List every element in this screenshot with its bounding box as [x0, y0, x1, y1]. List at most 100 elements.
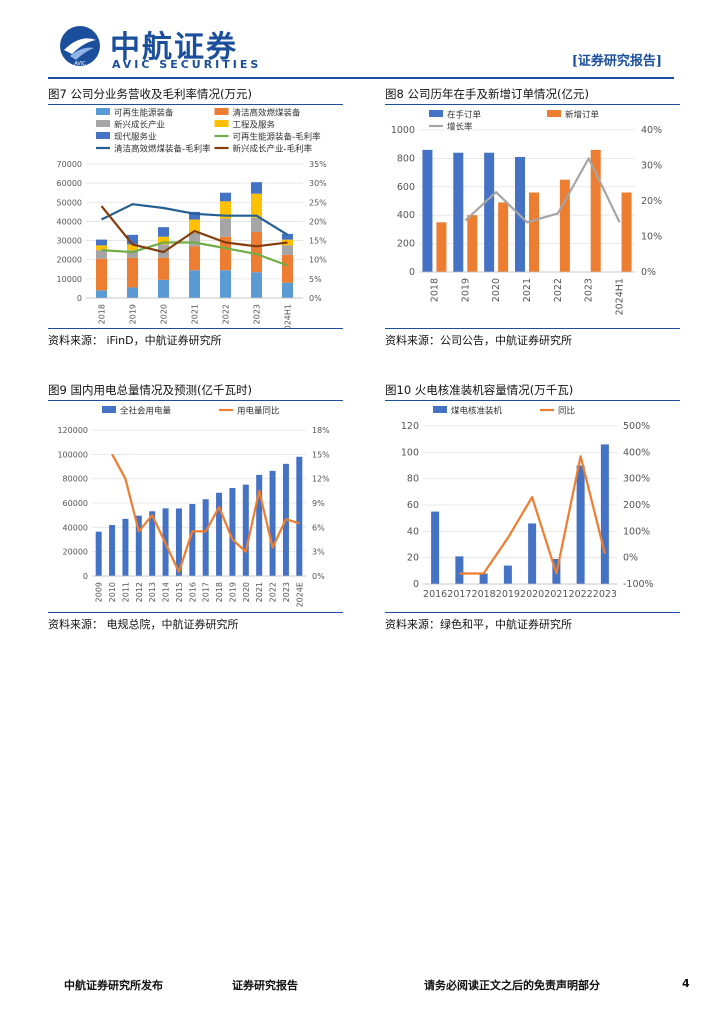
- figure-8-title: 图8 公司历年在手及新增订单情况(亿元): [385, 87, 589, 101]
- legend-label: 全社会用电量: [120, 406, 172, 417]
- y-right-tick-label: 20%: [641, 196, 662, 207]
- y-right-tick-label: 3%: [312, 548, 325, 557]
- x-tick-label: 2023: [593, 589, 617, 600]
- bar-segment: [189, 246, 200, 271]
- x-tick-label: 2021: [255, 582, 264, 602]
- x-tick-label: 2024H1: [284, 304, 293, 328]
- legend-swatch: [96, 120, 110, 127]
- bar-segment: [127, 257, 138, 288]
- figure-10-top-rule: [385, 400, 680, 401]
- footer-disclaimer: 请务必阅读正文之后的免责声明部分: [424, 979, 600, 992]
- series-line: [101, 241, 288, 267]
- bar-segment: [127, 287, 138, 298]
- y-left-tick-label: 0: [409, 267, 415, 278]
- y-right-tick-label: 200%: [623, 500, 650, 511]
- y-left-tick-label: 50000: [57, 198, 82, 207]
- x-tick-label: 2009: [95, 582, 104, 602]
- x-tick-label: 2024E: [295, 582, 304, 607]
- y-left-tick-label: 1000: [391, 125, 415, 136]
- bar: [576, 465, 585, 584]
- page-number: 4: [682, 977, 690, 990]
- y-left-tick-label: 600: [397, 182, 415, 193]
- bar-segment: [189, 211, 200, 220]
- y-right-tick-label: 30%: [641, 161, 662, 172]
- bar-segment: [251, 231, 262, 273]
- bar: [122, 518, 129, 576]
- y-right-tick-label: 35%: [309, 160, 327, 169]
- y-right-tick-label: 18%: [312, 426, 330, 435]
- bar-segment: [158, 227, 169, 237]
- bar-segment: [251, 272, 262, 298]
- bar-segment: [127, 244, 138, 251]
- legend-label: 可再生能源装备: [114, 108, 174, 119]
- y-right-tick-label: 12%: [312, 475, 330, 484]
- bar-segment: [251, 182, 262, 194]
- y-right-tick-label: 9%: [312, 499, 325, 508]
- y-right-tick-label: 500%: [623, 421, 650, 432]
- header-divider: [48, 77, 674, 79]
- y-left-tick-label: 0: [83, 572, 88, 581]
- bar: [216, 492, 223, 576]
- x-tick-label: 2021: [191, 304, 200, 324]
- bar-segment: [96, 239, 107, 246]
- bar: [455, 556, 464, 584]
- figure-8-chart: 0 200 400 600 800 1000 0% 10% 20% 30% 40% 2018 2019 2…: [391, 110, 662, 316]
- y-right-tick-label: 20%: [309, 217, 327, 226]
- x-tick-label: 2022: [569, 589, 593, 600]
- legend-label: 新兴成长产业: [114, 120, 165, 131]
- x-tick-label: 2018: [472, 589, 496, 600]
- legend-swatch: [214, 108, 229, 115]
- legend-swatch: [547, 110, 561, 117]
- bar: [529, 192, 539, 272]
- legend-swatch: [214, 120, 229, 127]
- y-left-tick-label: 20000: [63, 548, 88, 557]
- x-tick-label: 2017: [202, 582, 211, 602]
- bar-segment: [96, 245, 107, 251]
- legend-label: 煤电核准装机: [451, 406, 503, 417]
- bar: [229, 488, 236, 576]
- figure-7-panel: 图7 公司分业务营收及毛利率情况(万元) 0 10000 20000 30000 400…: [48, 86, 343, 348]
- bar-segment: [251, 193, 262, 218]
- bar: [590, 149, 601, 272]
- y-right-tick-label: 40%: [641, 125, 662, 136]
- y-left-tick-label: 20000: [57, 256, 82, 265]
- y-right-tick-label: 10%: [641, 232, 662, 243]
- legend-label: 用电量同比: [237, 406, 280, 417]
- bar: [242, 484, 249, 576]
- bar: [484, 152, 495, 272]
- footer-publisher: 中航证券研究所发布: [64, 979, 163, 992]
- page-header: AVIC 中航证券 AVIC SECURITIES [证券研究报告]: [0, 0, 724, 80]
- bar: [202, 499, 209, 576]
- y-right-tick-label: 25%: [309, 198, 327, 207]
- y-right-tick-label: 300%: [623, 474, 650, 485]
- x-tick-label: 2023: [282, 582, 291, 602]
- y-left-tick-label: 60000: [63, 499, 88, 508]
- legend-label: 工程及服务: [233, 120, 276, 131]
- figure-9-source: 资料来源： 电规总院，中航证券研究所: [48, 618, 239, 631]
- y-left-tick-label: 60: [407, 500, 419, 511]
- bar: [189, 503, 196, 576]
- footer-report-type: 证券研究报告: [232, 979, 298, 992]
- bar-segment: [251, 217, 262, 232]
- y-right-tick-label: 5%: [309, 275, 322, 284]
- series-line: [459, 455, 606, 575]
- y-right-tick-label: 10%: [309, 256, 327, 265]
- x-tick-label: 2022: [222, 304, 231, 324]
- legend-swatch: [433, 406, 447, 413]
- x-tick-label: 2018: [98, 304, 107, 324]
- bar: [621, 192, 632, 272]
- legend-swatch: [429, 110, 443, 117]
- legend-swatch: [96, 108, 110, 115]
- bar-segment: [220, 201, 231, 219]
- x-tick-label: 2014: [162, 582, 171, 602]
- bar-segment: [127, 250, 138, 258]
- bar-segment: [96, 290, 107, 298]
- legend-label: 可再生能源装备-毛利率: [233, 132, 322, 143]
- x-tick-label: 2017: [447, 589, 471, 600]
- y-left-tick-label: 400: [397, 210, 415, 221]
- x-tick-label: 2022: [269, 582, 278, 602]
- report-tag: [证券研究报告]: [571, 54, 662, 69]
- y-right-tick-label: 0%: [309, 294, 322, 303]
- y-left-tick-label: 40000: [57, 217, 82, 226]
- y-right-tick-label: 15%: [309, 237, 327, 246]
